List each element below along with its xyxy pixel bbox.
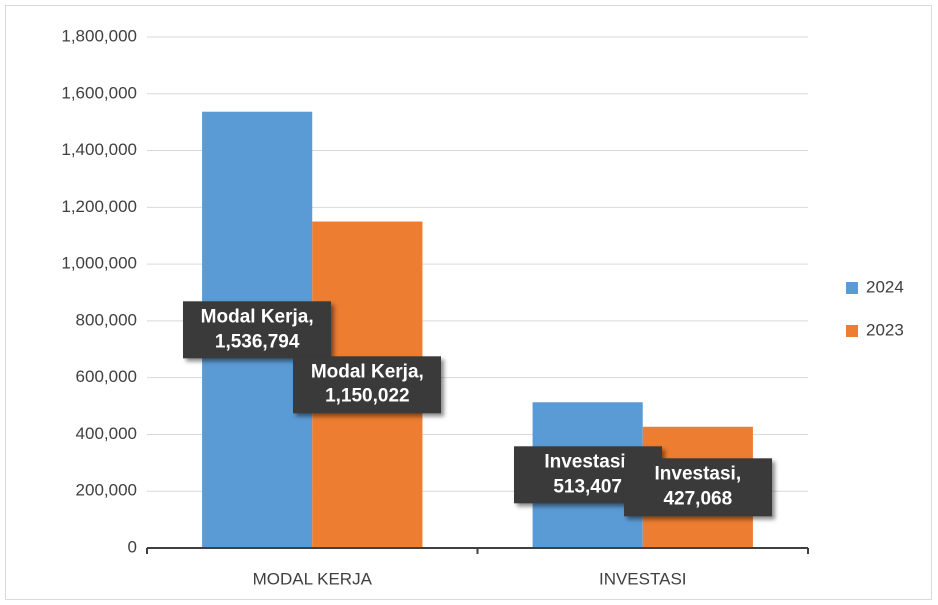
legend-swatch [846, 282, 858, 294]
y-tick-label: 1,000,000 [61, 254, 137, 273]
x-tick-label: MODAL KERJA [253, 569, 373, 588]
y-tick-label: 1,200,000 [61, 197, 137, 216]
x-tick-label: INVESTASI [599, 569, 687, 588]
data-label: Modal Kerja, 1,150,022 [293, 356, 442, 414]
data-label: Modal Kerja, 1,536,794 [183, 301, 332, 359]
y-tick-label: 1,800,000 [61, 26, 137, 45]
y-tick-label: 200,000 [76, 481, 137, 500]
legend-swatch [846, 325, 858, 337]
y-tick-label: 400,000 [76, 424, 137, 443]
y-tick-label: 1,400,000 [61, 140, 137, 159]
legend-label: 2023 [866, 320, 904, 339]
y-tick-label: 1,600,000 [61, 83, 137, 102]
data-label: Investasi, 427,068 [623, 458, 772, 517]
y-tick-label: 800,000 [76, 310, 137, 329]
y-tick-label: 600,000 [76, 367, 137, 386]
y-tick-label: 0 [128, 537, 137, 556]
legend-label: 2024 [866, 277, 904, 296]
chart-border [5, 5, 932, 600]
